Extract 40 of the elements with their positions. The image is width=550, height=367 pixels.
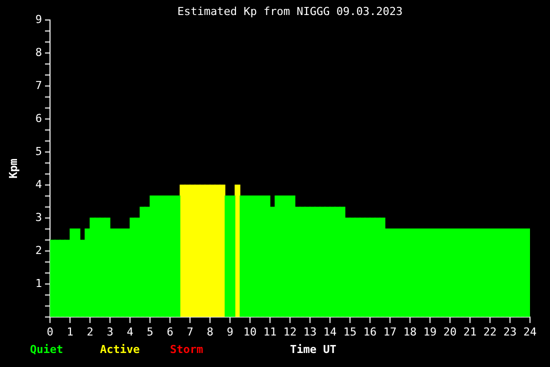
x-tick-label: 9 [226,325,234,338]
x-tick-label: 19 [423,325,437,338]
x-tick-label: 12 [283,325,297,338]
y-tick-label: 5 [35,144,42,158]
y-tick-label: 7 [35,78,42,92]
x-axis-title: Time UT [290,342,337,356]
x-tick-label: 11 [263,325,277,338]
x-tick-label: 3 [106,325,114,338]
x-tick-label: 5 [146,325,154,338]
x-tick-label: 21 [463,325,477,338]
text: Active [100,342,140,356]
x-tick-label: 18 [403,325,417,338]
x-tick-label: 17 [383,325,397,338]
y-tick-label: 3 [35,210,42,224]
y-tick-label: 2 [35,244,42,257]
chart-title: Estimated Kp from NIGGG 09.03.2023 [177,4,403,18]
y-axis-title: Kpm [6,158,20,178]
x-tick-label: 24 [523,325,537,338]
y-tick-label: 1 [35,276,42,290]
x-tick-label: 4 [126,325,134,338]
x-tick-label: 16 [363,325,377,338]
text: Storm [170,342,204,356]
y-tick-label: 8 [35,46,42,59]
x-tick-label: 14 [323,325,337,338]
x-tick-label: 23 [503,325,517,338]
x-tick-label: 8 [206,325,214,338]
y-tick-label: 4 [35,178,42,191]
y-tick-label: 9 [35,12,42,26]
x-tick-label: 10 [243,325,257,338]
x-tick-label: 2 [86,325,94,338]
text: Quiet [30,342,64,356]
x-tick-label: 13 [303,325,317,338]
x-tick-label: 20 [443,325,457,338]
y-tick-label: 6 [35,112,42,125]
x-tick-label: 15 [343,325,357,338]
x-tick-label: 1 [66,325,74,338]
x-tick-label: 6 [166,325,174,338]
x-tick-label: 7 [186,325,194,338]
x-tick-label: 0 [46,325,54,338]
x-tick-label: 22 [483,325,497,338]
